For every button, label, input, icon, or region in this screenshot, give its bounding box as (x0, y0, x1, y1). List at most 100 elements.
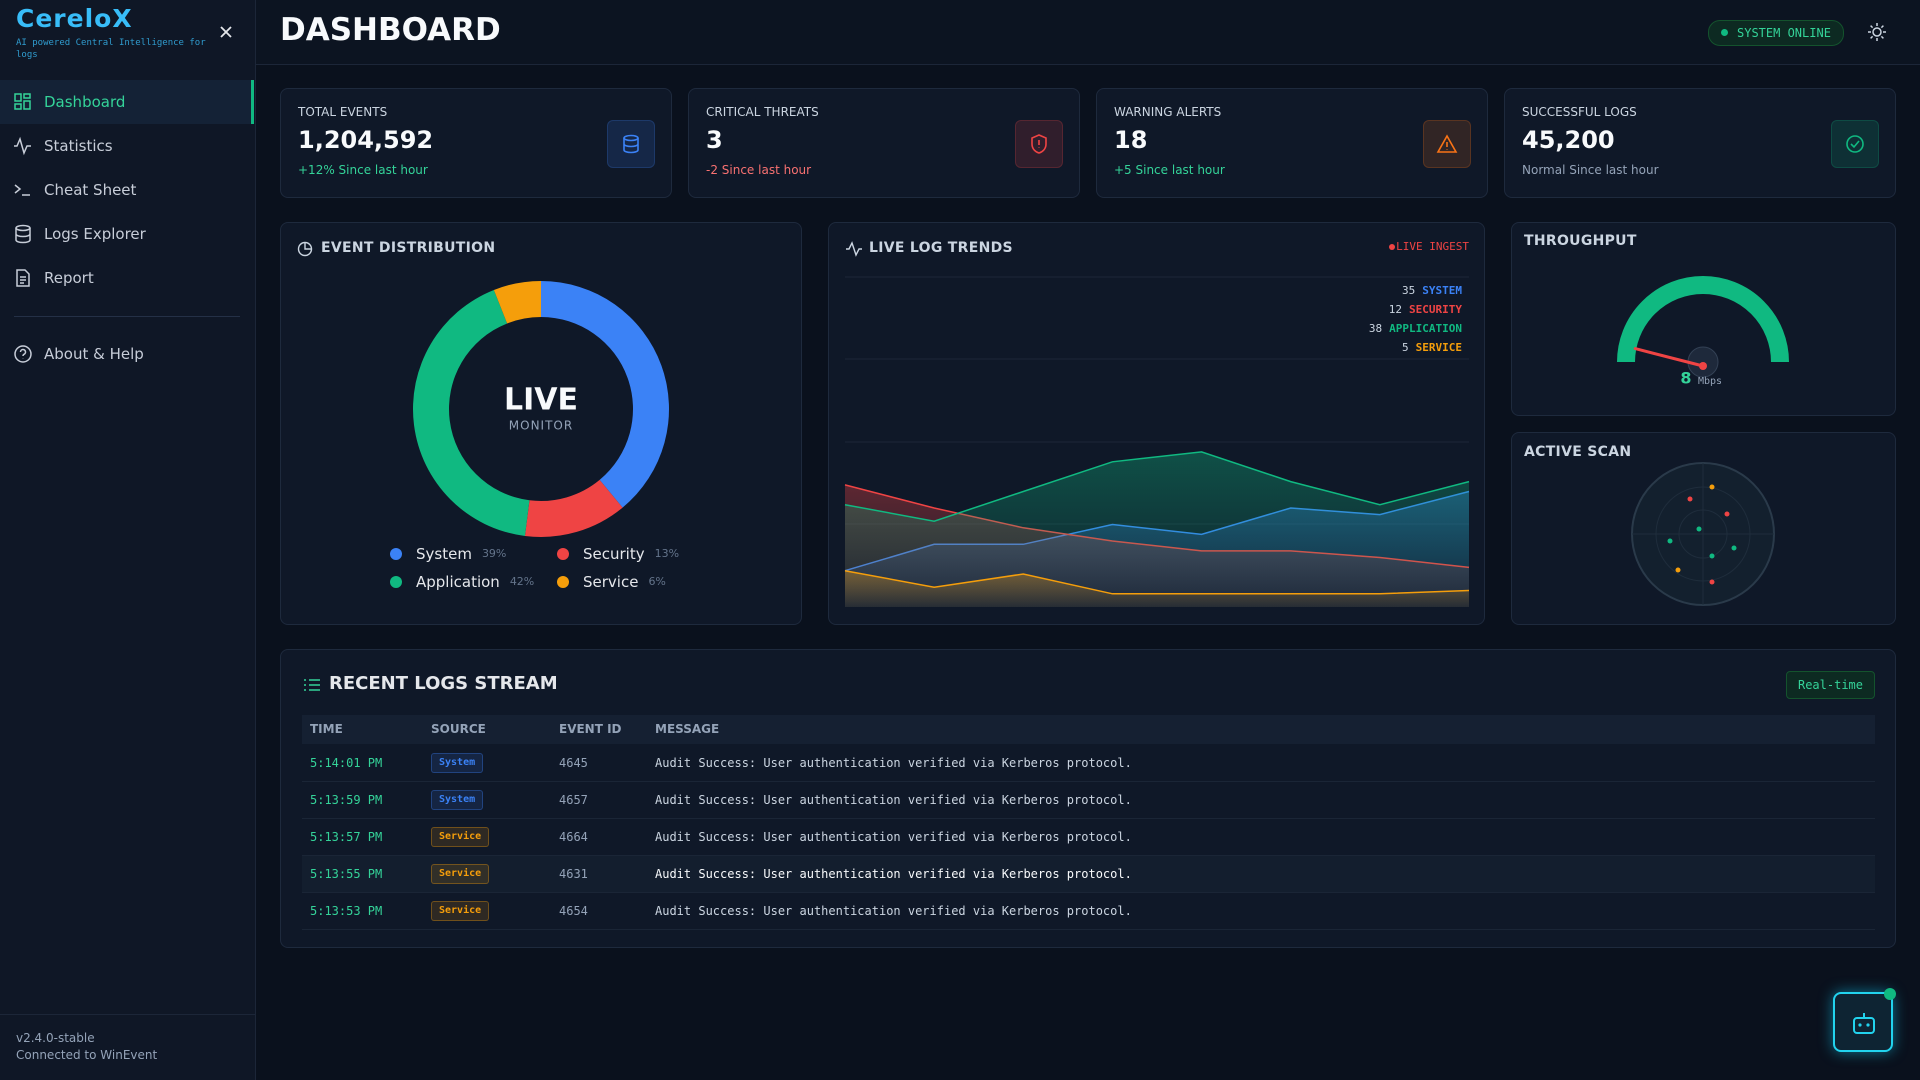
legend-dot (557, 576, 569, 588)
table-row (302, 745, 1875, 782)
radar (1631, 462, 1775, 606)
chatbot-button[interactable] (1833, 988, 1896, 1052)
close-button[interactable] (218, 24, 234, 40)
legend-dot (557, 548, 569, 560)
donut-subtitle: MONITOR (509, 419, 573, 433)
tagline: AI powered Central Intelligence for logs (16, 38, 206, 60)
stat-value: 45,200 (1522, 126, 1615, 154)
stat-note: -2 Since last hour (706, 163, 812, 177)
nav-item[interactable]: Logs Explorer (0, 212, 254, 256)
column-header: EVENT ID (559, 722, 622, 736)
donut-chart: LIVE MONITOR System 39% Security 13% Applica… (390, 281, 679, 591)
table-header (302, 715, 1875, 744)
source-badge: System (431, 753, 484, 773)
legend-value: 12 (1389, 303, 1402, 316)
table-row (302, 893, 1875, 930)
legend-entry: Application 42% (416, 573, 534, 591)
nav-item[interactable]: About & Help (0, 332, 254, 376)
table-row (302, 856, 1875, 893)
legend-value: 42% (510, 575, 534, 588)
event-id: 4654 (559, 904, 588, 918)
stat-icon (1831, 120, 1879, 168)
legend-entry: Service 6% (583, 573, 666, 591)
event-id: 4645 (559, 756, 588, 770)
panel-title: ACTIVE SCAN (1524, 444, 1632, 460)
legend-label: Security (583, 545, 645, 563)
legend-entry: System 39% (416, 545, 506, 563)
gauge-track (1617, 276, 1789, 363)
table-row (302, 819, 1875, 856)
distribution-panel: EVENT DISTRIBUTION LIVE MONITOR System 39… (280, 222, 802, 625)
legend-entry: 38 APPLICATION (1369, 322, 1462, 335)
nav-label: Dashboard (44, 93, 126, 111)
stat-note: +5 Since last hour (1114, 163, 1225, 177)
event-id: 4657 (559, 793, 588, 807)
stat-note: +12% Since last hour (298, 163, 428, 177)
legend-value: 38 (1369, 322, 1382, 335)
gauge-value: 8 (1680, 369, 1691, 388)
area-line (844, 569, 1470, 595)
status-text: SYSTEM ONLINE (1737, 26, 1831, 40)
divider (0, 1014, 255, 1015)
donut-segment (541, 281, 669, 508)
panel-title: THROUGHPUT (1524, 233, 1637, 249)
page-title: DASHBOARD (280, 12, 501, 48)
column-header: SOURCE (431, 722, 486, 736)
stat-icon (1015, 120, 1063, 168)
panel-title: EVENT DISTRIBUTION (321, 240, 496, 256)
column-header: MESSAGE (655, 722, 720, 736)
nav-item[interactable]: Report (0, 256, 254, 300)
nav-label: Statistics (44, 137, 113, 155)
legend-value: 13% (655, 547, 679, 560)
header: DASHBOARD SYSTEM ONLINE (256, 0, 1920, 65)
realtime-badge[interactable]: Real-time (1785, 671, 1875, 699)
stat-icon (1423, 120, 1471, 168)
gauge-needle (1633, 347, 1705, 368)
stat-label: SUCCESSFUL LOGS (1522, 105, 1637, 119)
donut-center: LIVE (504, 383, 578, 418)
stat-card: TOTAL EVENTS 1,204,592 +12% Since last hou… (280, 88, 672, 198)
log-message: Audit Success: User authentication verif… (655, 867, 1132, 881)
source-badge: Service (431, 827, 490, 847)
scan-panel: ACTIVE SCAN (1511, 432, 1896, 625)
legend-dot (390, 576, 402, 588)
stat-value: 3 (706, 126, 723, 154)
gauge: 8 Mbps (1616, 276, 1790, 388)
source-badge: System (431, 790, 484, 810)
legend-entry: 35 SYSTEM (1402, 284, 1462, 297)
divider (14, 316, 240, 317)
gauge-unit: Mbps (1698, 376, 1722, 387)
panel-title: RECENT LOGS STREAM (329, 673, 558, 694)
column-header: TIME (310, 722, 343, 736)
stat-label: WARNING ALERTS (1114, 105, 1222, 119)
legend-label: APPLICATION (1389, 322, 1462, 335)
area-line (844, 451, 1470, 522)
area-chart: LIVE INGEST 35 SYSTEM 12 SECURITY 38 APPLICAT… (844, 240, 1470, 607)
stat-note: Normal Since last hour (1522, 163, 1659, 177)
gauge-pivot (1699, 362, 1707, 370)
legend-value: 6% (648, 575, 665, 588)
nav-item[interactable]: Cheat Sheet (0, 168, 254, 212)
stat-card: SUCCESSFUL LOGS 45,200 Normal Since last h… (1504, 88, 1896, 198)
log-time: 5:13:53 PM (310, 904, 383, 918)
area-fill (845, 570, 1469, 607)
status-pill: SYSTEM ONLINE (1708, 20, 1844, 46)
nav-label: Logs Explorer (44, 225, 146, 243)
logs-panel: RECENT LOGS STREAM Real-time TIME SOURCE E… (280, 649, 1896, 948)
legend-entry: 12 SECURITY (1389, 303, 1463, 316)
nav-item[interactable]: Statistics (0, 124, 254, 168)
stat-value: 1,204,592 (298, 126, 434, 154)
log-time: 5:13:59 PM (310, 793, 383, 807)
stat-card: CRITICAL THREATS 3 -2 Since last hour (688, 88, 1080, 198)
stat-label: CRITICAL THREATS (706, 105, 819, 119)
theme-toggle[interactable] (1867, 22, 1887, 42)
nav-label: Cheat Sheet (44, 181, 137, 199)
throughput-panel: THROUGHPUT 8 Mbps (1511, 222, 1896, 416)
stat-card: WARNING ALERTS 18 +5 Since last hour (1096, 88, 1488, 198)
log-time: 5:14:01 PM (310, 756, 383, 770)
log-time: 5:13:55 PM (310, 867, 383, 881)
connection: Connected to WinEvent (16, 1048, 158, 1062)
area-fill (845, 451, 1469, 607)
nav-item[interactable]: Dashboard (0, 80, 254, 124)
